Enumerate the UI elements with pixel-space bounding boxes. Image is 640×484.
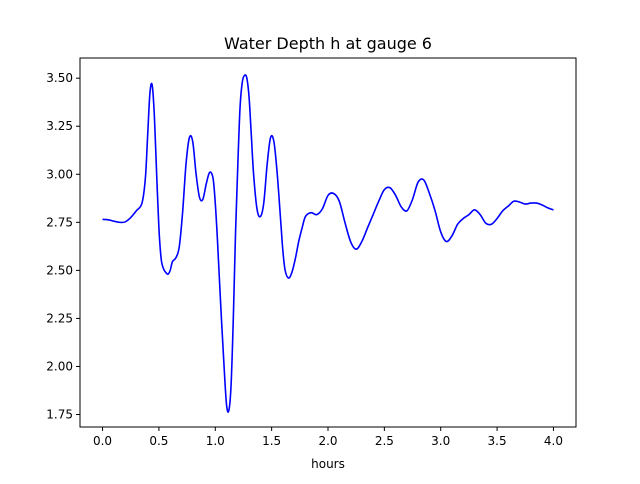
x-tick-label: 2.0 [318,434,337,448]
x-tick-label: 1.0 [206,434,225,448]
axes: 0.0 0.5 1.0 1.5 2.0 2.5 3.0 3.5 4.0 1.75 2.00 2.25 2… [46,57,577,448]
x-tick-label: 3.0 [431,434,450,448]
series-line-0 [102,74,554,413]
y-tick-label: 3.50 [46,71,73,85]
x-axis-label: hours [311,457,345,471]
y-tick-label: 2.25 [46,311,73,325]
x-tick-label: 4.0 [544,434,563,448]
x-tick-label: 3.5 [488,434,507,448]
y-tick-label: 3.25 [46,119,73,133]
y-tick-label: 2.00 [46,359,73,373]
x-tick-label: 2.5 [375,434,394,448]
y-tick-label: 2.50 [46,263,73,277]
y-tick-label: 3.00 [46,167,73,181]
y-tick-label: 2.75 [46,215,73,229]
plot-area [102,74,554,413]
x-tick-label: 0.5 [149,434,168,448]
x-tick-label: 1.5 [262,434,281,448]
x-tick-label: 0.0 [93,434,112,448]
y-tick-label: 1.75 [46,408,73,422]
chart-title: Water Depth h at gauge 6 [224,34,432,53]
